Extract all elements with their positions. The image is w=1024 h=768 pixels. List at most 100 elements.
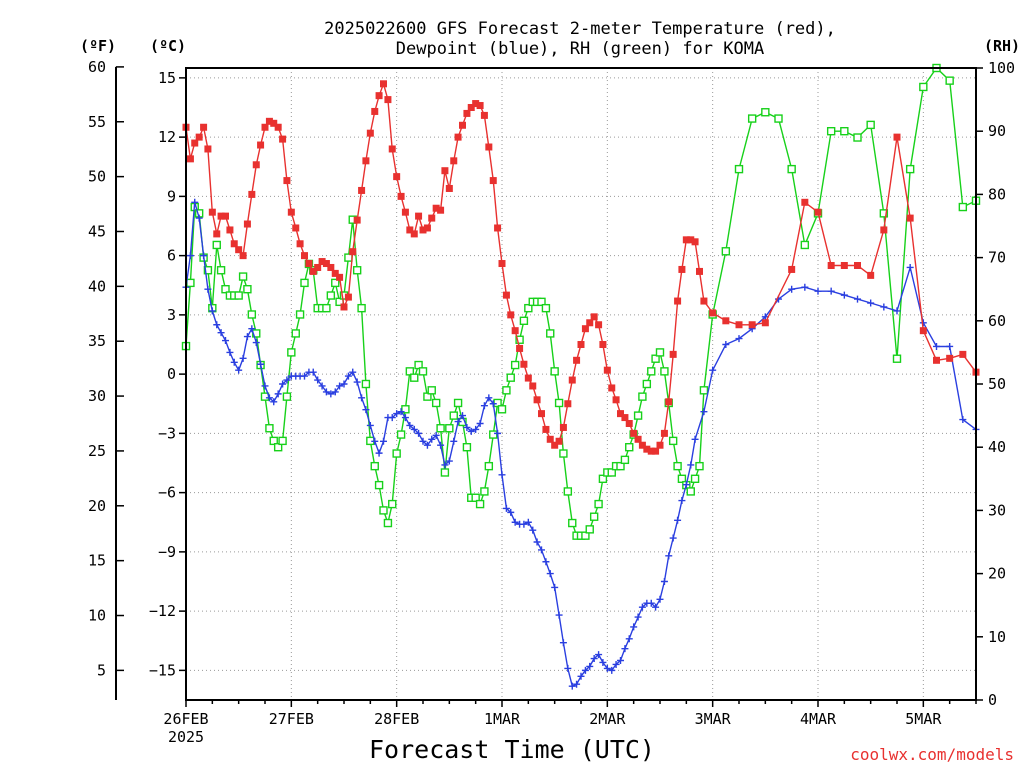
- temperature-point: [257, 141, 265, 149]
- temperature-point: [590, 313, 598, 321]
- dewpoint-point: [625, 635, 633, 643]
- temperature-point: [270, 119, 278, 127]
- rh-point: [410, 373, 419, 382]
- temperature-point: [709, 309, 717, 317]
- x-tick-label: 27FEB: [269, 710, 314, 728]
- temperature-point: [191, 139, 199, 147]
- rh-point: [625, 443, 634, 452]
- rh-point: [699, 386, 709, 395]
- temperature-point: [529, 382, 537, 390]
- rh-point: [440, 468, 450, 477]
- dewpoint-point: [682, 481, 690, 489]
- temperature-point: [437, 206, 445, 214]
- temperature-point: [919, 327, 927, 335]
- temperature-point: [265, 117, 273, 125]
- temperature-point: [366, 129, 374, 137]
- fahrenheit-tick-label: 40: [88, 277, 106, 295]
- rh-tick-label: 80: [988, 185, 1006, 203]
- rh-point: [598, 474, 608, 483]
- fahrenheit-tick-label: 25: [88, 442, 106, 460]
- temperature-point: [959, 350, 967, 358]
- temperature-point: [305, 260, 313, 268]
- temperature-point: [410, 230, 418, 238]
- dewpoint-point: [854, 295, 861, 303]
- dewpoint-point: [617, 657, 624, 664]
- temperature-point: [581, 325, 589, 333]
- temperature-point: [599, 341, 607, 348]
- rh-point: [541, 303, 551, 313]
- rh-point: [287, 348, 296, 357]
- series-layer: [181, 63, 981, 690]
- dewpoint-point: [581, 666, 589, 674]
- temperature-point: [656, 441, 664, 449]
- temperature-point: [419, 226, 427, 234]
- temperature-point: [287, 208, 295, 216]
- dewpoint-point: [906, 263, 914, 271]
- dewpoint-point: [827, 287, 835, 295]
- temperature-point: [283, 177, 291, 185]
- rh-point: [515, 335, 524, 344]
- temperature-point: [441, 167, 449, 175]
- temperature-point: [213, 230, 221, 238]
- rh-point: [695, 461, 704, 471]
- x-tick-label: 26FEB: [163, 710, 208, 728]
- dewpoint-point: [270, 398, 278, 406]
- x-tick-label: 2MAR: [589, 710, 626, 728]
- rh-point: [247, 310, 257, 319]
- dewpoint-point: [507, 508, 515, 516]
- dewpoint-point: [450, 437, 458, 445]
- temperature-point: [946, 354, 954, 362]
- rh-tick-label: 50: [988, 375, 1006, 393]
- temperature-point: [217, 212, 225, 220]
- temperature-point: [476, 102, 484, 110]
- dewpoint-point: [577, 672, 585, 680]
- dewpoint-point: [634, 613, 642, 621]
- dewpoint-point: [327, 390, 335, 398]
- temperature-point: [331, 269, 339, 277]
- temperature-point: [660, 429, 668, 437]
- temperature-point: [608, 384, 616, 392]
- temperature-point: [432, 204, 440, 212]
- dewpoint-point: [393, 410, 401, 418]
- celsius-tick-label: −3: [158, 424, 176, 442]
- temperature-point: [230, 240, 238, 248]
- rh-point: [361, 379, 371, 389]
- temperature-point: [380, 80, 387, 88]
- celsius-tick-label: 6: [167, 247, 176, 265]
- temperature-point: [274, 123, 282, 131]
- temperature-point: [621, 414, 629, 422]
- dewpoint-point: [243, 333, 251, 341]
- rh-tick-label: 90: [988, 122, 1006, 140]
- dewpoint-point: [559, 639, 567, 647]
- rh-tick-label: 10: [988, 628, 1006, 646]
- x-tick-label: 4MAR: [800, 710, 837, 728]
- rh-point: [322, 303, 331, 313]
- temperature-point: [507, 311, 515, 319]
- fahrenheit-tick-label: 10: [88, 607, 106, 625]
- rh-point: [690, 474, 700, 483]
- dewpoint-point: [880, 303, 888, 311]
- dewpoint-point: [459, 412, 466, 420]
- rh-point: [273, 443, 283, 452]
- temperature-point: [700, 297, 708, 305]
- temperature-point: [814, 208, 822, 216]
- temperature-point: [933, 356, 940, 364]
- dewpoint-point: [432, 431, 440, 439]
- dewpoint-point: [235, 366, 243, 374]
- temperature-point: [195, 133, 203, 141]
- dewpoint-point: [283, 376, 291, 384]
- fahrenheit-tick-label: 55: [88, 113, 106, 131]
- temperature-point: [279, 135, 287, 143]
- rh-tick-label: 100: [988, 59, 1015, 77]
- dewpoint-point: [814, 287, 822, 295]
- dewpoint-point: [669, 534, 677, 542]
- dewpoint-point: [476, 420, 484, 427]
- temperature-point: [595, 321, 603, 329]
- celsius-tick-label: −12: [149, 602, 176, 620]
- dewpoint-point: [590, 655, 598, 663]
- temperature-point: [533, 396, 541, 404]
- rh-point: [787, 164, 796, 174]
- temperature-point: [696, 267, 703, 275]
- dewpoint-point: [318, 382, 326, 390]
- dewpoint-point: [489, 400, 497, 408]
